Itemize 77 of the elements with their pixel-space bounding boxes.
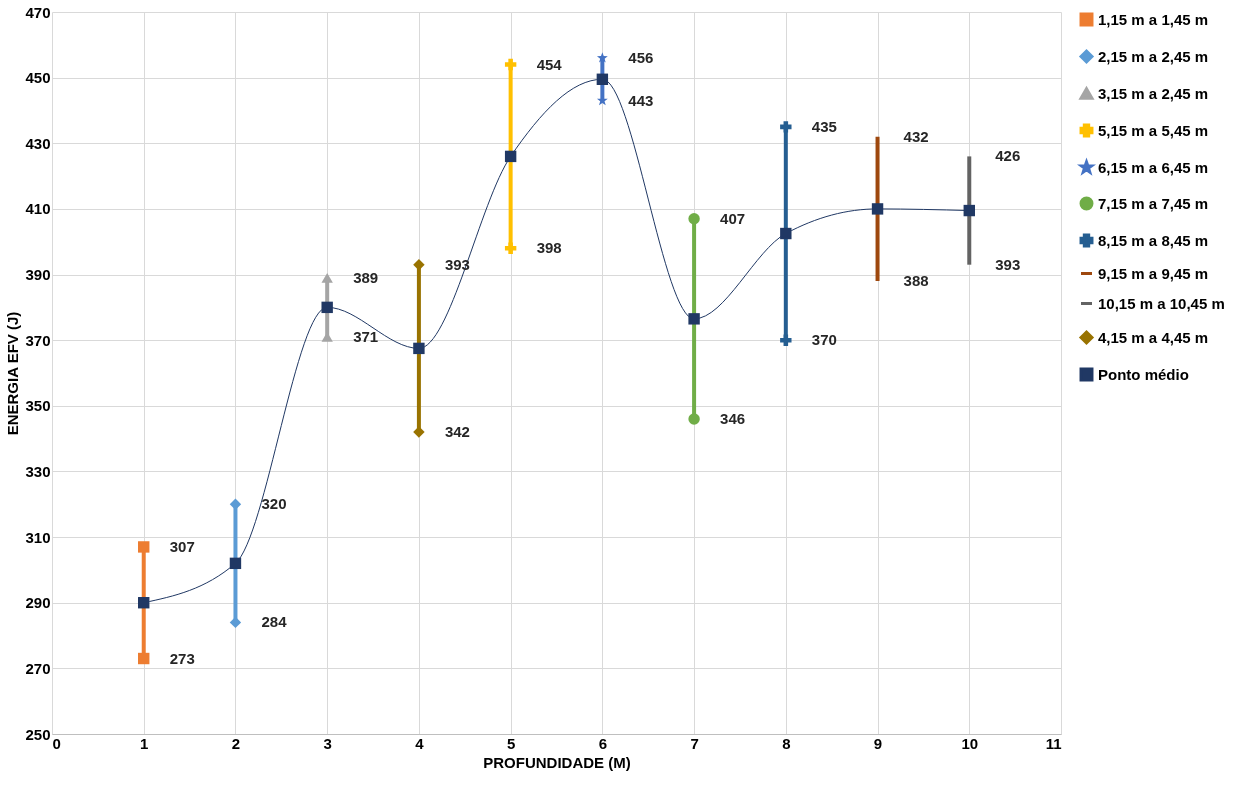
- point: [229, 498, 242, 510]
- point: [596, 73, 609, 85]
- point: [138, 541, 150, 553]
- data-label: 435: [811, 117, 837, 135]
- data-label: 370: [811, 331, 837, 349]
- x-axis-title: PROFUNDIDADE (M): [483, 753, 631, 771]
- point: [321, 301, 333, 314]
- x-tick-label: 0: [52, 734, 61, 752]
- x-tick-label: 1: [140, 734, 149, 752]
- data-label: 454: [536, 55, 563, 73]
- x-tick-label: 9: [873, 734, 883, 752]
- legend-label: 6,15 m a 6,45 m: [1098, 158, 1209, 176]
- data-label: 371: [353, 327, 379, 345]
- y-tick-label: 410: [25, 200, 51, 218]
- x-tick-label: 3: [323, 734, 332, 752]
- data-label: 389: [353, 268, 379, 286]
- y-tick-label: 430: [25, 134, 51, 152]
- y-tick-label: 450: [25, 69, 51, 87]
- y-tick-label: 370: [25, 331, 51, 349]
- data-label: 432: [903, 127, 929, 145]
- point: [138, 652, 150, 665]
- data-label: 426: [995, 147, 1021, 165]
- y-tick-label: 290: [25, 594, 51, 612]
- point: [963, 204, 975, 217]
- data-label: 443: [628, 91, 654, 109]
- x-tick-label: 7: [690, 734, 699, 752]
- legend-label: 2,15 m a 2,45 m: [1098, 47, 1209, 65]
- data-label: 320: [261, 495, 287, 513]
- point: [780, 121, 792, 133]
- y-tick-label: 330: [25, 462, 51, 480]
- y-tick-label: 250: [25, 725, 51, 743]
- data-label: 307: [169, 537, 195, 555]
- point: [688, 213, 700, 225]
- point: [229, 557, 242, 570]
- data-label: 284: [261, 613, 288, 631]
- data-label: 273: [169, 649, 195, 667]
- point: [780, 334, 792, 346]
- x-tick-label: 5: [506, 734, 516, 752]
- legend-label: 5,15 m a 5,45 m: [1098, 121, 1209, 139]
- data-label: 393: [444, 255, 470, 273]
- y-tick-label: 270: [25, 659, 51, 677]
- point: [688, 313, 700, 325]
- legend-label: Ponto médio: [1098, 365, 1189, 383]
- legend-label: 3,15 m a 2,45 m: [1098, 84, 1209, 102]
- point: [413, 342, 425, 355]
- point: [596, 52, 608, 63]
- data-label: 398: [536, 239, 562, 257]
- point: [504, 150, 517, 163]
- legend-label: 4,15 m a 4,45 m: [1098, 328, 1209, 346]
- point: [504, 242, 517, 254]
- data-label: 407: [720, 209, 746, 227]
- y-tick-label: 350: [25, 397, 51, 415]
- legend-label: 9,15 m a 9,45 m: [1098, 264, 1209, 282]
- x-tick-label: 11: [1045, 734, 1062, 752]
- point: [871, 203, 884, 215]
- x-tick-label: 2: [231, 734, 241, 752]
- point: [504, 58, 517, 71]
- y-tick-label: 470: [25, 3, 51, 21]
- point: [138, 597, 150, 609]
- point: [780, 227, 792, 240]
- x-tick-label: 6: [598, 734, 608, 752]
- data-label: 342: [444, 423, 470, 441]
- x-tick-label: 10: [961, 734, 979, 752]
- data-label: 388: [903, 272, 929, 290]
- data-label: 346: [720, 409, 746, 427]
- legend-label: 10,15 m a 10,45 m: [1098, 294, 1225, 312]
- y-tick-label: 310: [25, 528, 51, 546]
- x-tick-label: 4: [415, 734, 425, 752]
- data-label: 393: [995, 255, 1021, 273]
- point: [688, 413, 700, 425]
- x-tick-label: 8: [782, 734, 791, 752]
- data-label: 456: [628, 48, 654, 66]
- legend-label: 7,15 m a 7,45 m: [1098, 194, 1209, 212]
- legend-label: 8,15 m a 8,45 m: [1098, 231, 1209, 249]
- y-axis-title: ENERGIA EFV (J): [4, 311, 22, 436]
- y-tick-label: 390: [25, 266, 51, 284]
- legend-label: 1,15 m a 1,45 m: [1098, 10, 1209, 28]
